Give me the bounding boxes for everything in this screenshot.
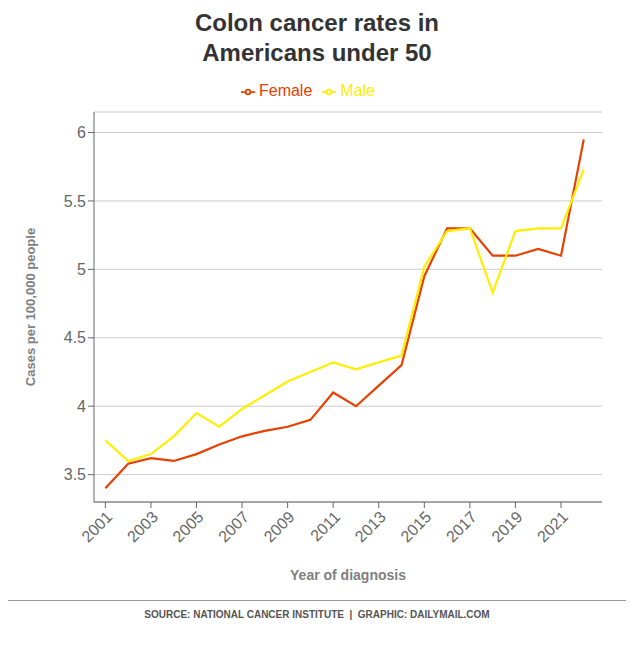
svg-text:2005: 2005 <box>169 508 206 545</box>
svg-text:Cases per 100,000 people: Cases per 100,000 people <box>23 228 38 386</box>
html-text:Male: Male <box>340 82 375 99</box>
svg-text:3.5: 3.5 <box>64 466 86 483</box>
html-text:Colon cancer rates in: Colon cancer rates in <box>195 9 439 36</box>
svg-text:Year of diagnosis: Year of diagnosis <box>290 567 406 583</box>
svg-text:4: 4 <box>77 398 86 415</box>
html-text:SOURCE: NATIONAL CANCER INSTIT: SOURCE: NATIONAL CANCER INSTITUTE | GRAP… <box>144 609 490 620</box>
svg-text:2015: 2015 <box>397 508 434 545</box>
svg-text:2009: 2009 <box>261 508 298 545</box>
svg-text:2021: 2021 <box>534 508 571 545</box>
svg-text:2001: 2001 <box>78 508 115 545</box>
svg-text:4.5: 4.5 <box>64 329 86 346</box>
svg-text:5.5: 5.5 <box>64 193 86 210</box>
svg-text:2003: 2003 <box>124 508 161 545</box>
html-text:Female: Female <box>259 82 313 99</box>
svg-text:2007: 2007 <box>215 508 252 545</box>
svg-text:2013: 2013 <box>352 508 389 545</box>
svg-text:6: 6 <box>77 124 86 141</box>
svg-text:2017: 2017 <box>443 508 480 545</box>
svg-text:2019: 2019 <box>488 508 525 545</box>
html-text:Americans under 50: Americans under 50 <box>202 39 432 66</box>
svg-text:2011: 2011 <box>307 508 343 544</box>
svg-text:5: 5 <box>77 261 86 278</box>
